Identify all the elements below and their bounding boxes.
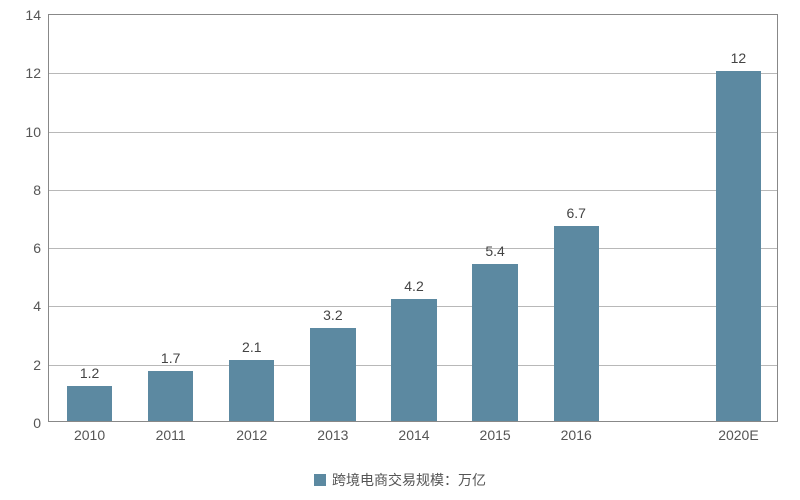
bar (310, 328, 355, 421)
bar (391, 299, 436, 421)
y-tick-label: 4 (33, 298, 41, 314)
x-tick-label: 2010 (74, 427, 105, 443)
bar (472, 264, 517, 421)
x-tick-label: 2016 (561, 427, 592, 443)
y-tick-label: 8 (33, 182, 41, 198)
y-tick-label: 14 (25, 7, 41, 23)
bar (148, 371, 193, 421)
bar-value-label: 12 (731, 50, 747, 66)
bar-value-label: 2.1 (242, 339, 261, 355)
y-tick-label: 0 (33, 415, 41, 431)
y-tick-label: 12 (25, 65, 41, 81)
bar-value-label: 4.2 (404, 278, 423, 294)
legend: 跨境电商交易规模：万亿 (314, 470, 486, 490)
gridline (49, 248, 777, 249)
y-tick-label: 6 (33, 240, 41, 256)
gridline (49, 132, 777, 133)
gridline (49, 73, 777, 74)
chart-container: 0 2 4 6 8 10 12 14 1.2 2010 1.7 2011 2.1 2012 3.2 2013 4… (0, 0, 800, 500)
x-tick-label: 2020E (718, 427, 758, 443)
bar (229, 360, 274, 421)
y-tick-label: 10 (25, 124, 41, 140)
x-tick-label: 2011 (156, 427, 186, 443)
bar (554, 226, 599, 421)
bar (716, 71, 761, 421)
bar (67, 386, 112, 421)
x-tick-label: 2015 (480, 427, 511, 443)
bar-value-label: 5.4 (485, 243, 504, 259)
legend-label: 跨境电商交易规模：万亿 (332, 470, 486, 490)
gridline (49, 190, 777, 191)
bar-value-label: 1.7 (161, 350, 180, 366)
bar-value-label: 6.7 (566, 205, 585, 221)
x-tick-label: 2013 (317, 427, 348, 443)
x-tick-label: 2014 (398, 427, 429, 443)
y-tick-label: 2 (33, 357, 41, 373)
plot-area: 024681012141.220101.720112.120123.220134… (48, 14, 778, 422)
legend-swatch (314, 474, 326, 486)
bar-value-label: 1.2 (80, 365, 99, 381)
bar-value-label: 3.2 (323, 307, 342, 323)
x-tick-label: 2012 (236, 427, 267, 443)
